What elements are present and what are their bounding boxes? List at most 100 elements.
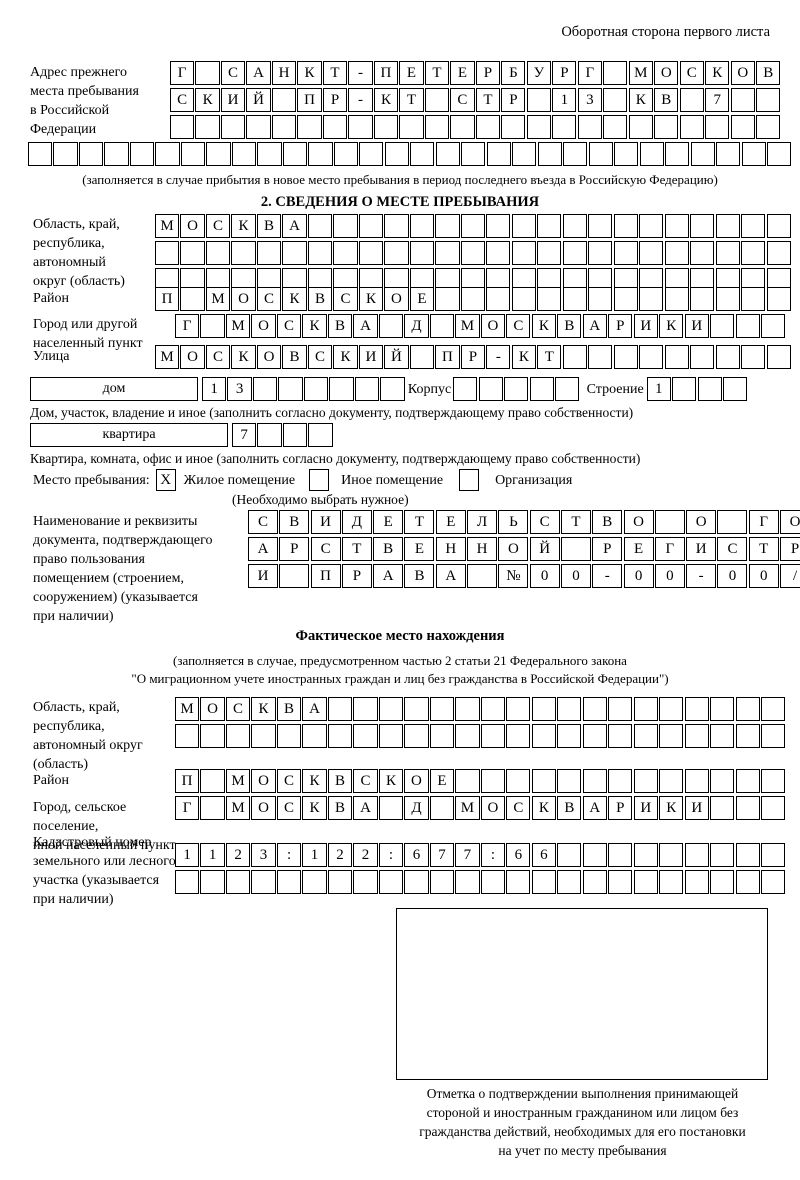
form-cell[interactable] <box>557 724 582 748</box>
form-cell[interactable] <box>664 345 689 369</box>
form-cell[interactable]: Т <box>560 510 591 534</box>
form-cell[interactable]: С <box>276 796 302 820</box>
form-cell[interactable]: В <box>592 510 623 534</box>
form-cell[interactable] <box>633 870 658 894</box>
form-cell[interactable] <box>404 697 429 721</box>
form-cell[interactable]: Е <box>404 537 435 561</box>
form-cell[interactable]: М <box>628 61 653 85</box>
form-cell[interactable] <box>282 241 307 265</box>
form-cell[interactable] <box>246 115 271 139</box>
form-cell[interactable] <box>582 769 607 793</box>
form-cell[interactable]: : <box>480 843 505 867</box>
form-cell[interactable] <box>480 724 505 748</box>
form-cell[interactable]: С <box>717 537 748 561</box>
cadastral-row-2[interactable] <box>175 870 787 894</box>
form-cell[interactable] <box>526 115 551 139</box>
form-cell[interactable] <box>435 287 460 311</box>
form-cell[interactable]: 1 <box>302 843 327 867</box>
form-cell[interactable]: 0 <box>623 564 654 588</box>
form-cell[interactable] <box>537 241 562 265</box>
form-cell[interactable]: Т <box>424 61 450 85</box>
form-cell[interactable] <box>659 769 684 793</box>
form-cell[interactable]: П <box>435 345 460 369</box>
form-cell[interactable]: А <box>302 697 327 721</box>
form-cell[interactable]: Р <box>501 88 526 112</box>
form-cell[interactable]: Г <box>175 796 200 820</box>
form-cell[interactable]: К <box>511 345 536 369</box>
form-cell[interactable]: О <box>480 796 505 820</box>
form-cell[interactable] <box>460 241 485 265</box>
stay-type-checkbox-residential[interactable]: X <box>155 469 176 491</box>
form-cell[interactable] <box>766 345 791 369</box>
form-cell[interactable] <box>327 724 353 748</box>
form-cell[interactable] <box>378 314 404 338</box>
form-cell[interactable]: Й <box>246 88 271 112</box>
form-cell[interactable] <box>308 423 333 447</box>
form-cell[interactable]: Е <box>399 61 424 85</box>
form-cell[interactable] <box>633 724 658 748</box>
form-cell[interactable] <box>659 870 684 894</box>
form-cell[interactable] <box>639 214 664 238</box>
form-cell[interactable] <box>588 287 613 311</box>
form-cell[interactable] <box>735 769 760 793</box>
form-cell[interactable] <box>582 697 607 721</box>
form-cell[interactable] <box>155 142 180 166</box>
form-cell[interactable]: 0 <box>654 564 685 588</box>
form-cell[interactable]: У <box>526 61 551 85</box>
form-cell[interactable] <box>690 214 715 238</box>
form-cell[interactable] <box>608 843 633 867</box>
form-cell[interactable] <box>486 287 511 311</box>
form-cell[interactable]: В <box>282 345 307 369</box>
stay-type-checkbox-other[interactable] <box>309 469 330 491</box>
form-cell[interactable]: 6 <box>506 843 531 867</box>
form-cell[interactable] <box>378 870 404 894</box>
form-cell[interactable] <box>104 142 129 166</box>
form-cell[interactable]: Т <box>404 510 435 534</box>
form-cell[interactable] <box>563 142 588 166</box>
form-cell[interactable]: Т <box>322 61 348 85</box>
form-cell[interactable] <box>480 697 505 721</box>
form-cell[interactable] <box>53 142 78 166</box>
form-cell[interactable]: Е <box>450 61 475 85</box>
form-cell[interactable] <box>761 314 786 338</box>
form-cell[interactable]: С <box>506 796 531 820</box>
form-cell[interactable] <box>639 142 664 166</box>
form-cell[interactable] <box>684 697 709 721</box>
form-cell[interactable] <box>588 241 613 265</box>
form-cell[interactable]: Т <box>475 88 500 112</box>
form-cell[interactable] <box>761 724 786 748</box>
form-cell[interactable] <box>373 115 399 139</box>
form-cell[interactable] <box>384 214 409 238</box>
form-cell[interactable] <box>257 142 282 166</box>
form-cell[interactable] <box>582 870 607 894</box>
form-cell[interactable] <box>761 870 786 894</box>
form-cell[interactable] <box>741 241 766 265</box>
form-cell[interactable]: Б <box>501 61 526 85</box>
form-cell[interactable] <box>715 287 740 311</box>
form-cell[interactable]: С <box>679 61 704 85</box>
form-cell[interactable] <box>353 697 378 721</box>
form-cell[interactable] <box>608 697 633 721</box>
form-cell[interactable]: С <box>276 769 302 793</box>
form-cell[interactable]: М <box>225 314 251 338</box>
form-cell[interactable]: Й <box>384 345 409 369</box>
form-cell[interactable]: Г <box>654 537 685 561</box>
form-cell[interactable]: П <box>373 61 399 85</box>
form-cell[interactable] <box>608 870 633 894</box>
form-cell[interactable] <box>639 345 664 369</box>
form-cell[interactable] <box>175 724 200 748</box>
form-cell[interactable]: Д <box>341 510 372 534</box>
form-cell[interactable] <box>480 769 505 793</box>
form-cell[interactable] <box>435 214 460 238</box>
form-cell[interactable] <box>526 88 551 112</box>
form-cell[interactable] <box>756 115 781 139</box>
form-cell[interactable] <box>279 564 310 588</box>
form-cell[interactable]: Т <box>341 537 372 561</box>
form-cell[interactable]: О <box>480 314 505 338</box>
form-cell[interactable]: О <box>231 287 256 311</box>
form-cell[interactable] <box>276 870 302 894</box>
form-cell[interactable] <box>560 537 591 561</box>
